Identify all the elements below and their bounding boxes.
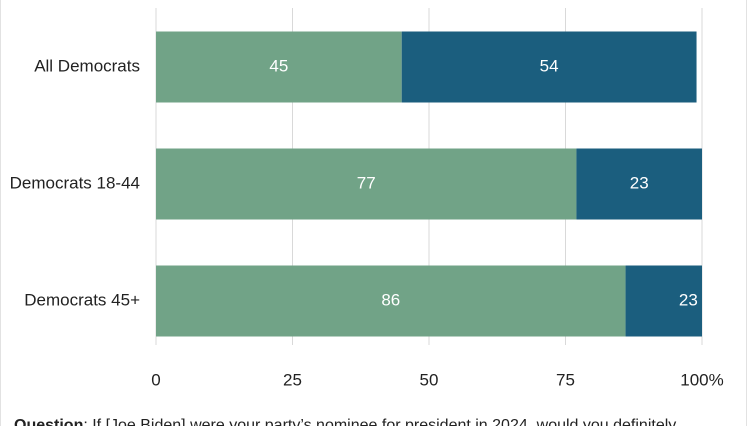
note: Question: If [Joe Biden] were your party… xyxy=(14,417,676,426)
value-label: 86 xyxy=(381,290,400,309)
x-tick-label: 100% xyxy=(680,370,723,389)
category-label: All Democrats xyxy=(34,56,140,75)
bar-segment xyxy=(156,31,402,103)
x-tick-label: 25 xyxy=(283,370,302,389)
bar-segment xyxy=(401,31,697,103)
value-label: 45 xyxy=(269,56,288,75)
bar-segment xyxy=(156,148,577,220)
x-tick-label: 75 xyxy=(556,370,575,389)
value-label: 23 xyxy=(679,290,698,309)
category-label: Democrats 18-44 xyxy=(10,173,140,192)
note-label: Question xyxy=(14,417,83,426)
value-label: 77 xyxy=(357,173,376,192)
value-label: 23 xyxy=(630,173,649,192)
bar-segment xyxy=(156,265,626,337)
bar-segment xyxy=(625,265,702,337)
bar-segment xyxy=(576,148,702,220)
x-tick-label: 50 xyxy=(420,370,439,389)
value-label: 54 xyxy=(540,56,559,75)
x-tick-label: 0 xyxy=(151,370,160,389)
note-text: : If [Joe Biden] were your party’s nomin… xyxy=(83,417,676,426)
category-label: Democrats 45+ xyxy=(24,290,140,309)
